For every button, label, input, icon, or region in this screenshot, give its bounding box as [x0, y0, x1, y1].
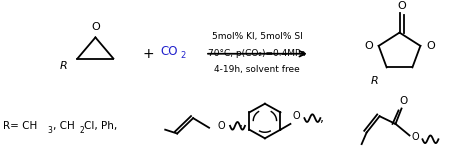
- Text: R: R: [371, 76, 379, 86]
- Text: O: O: [217, 121, 225, 131]
- Text: , CH: , CH: [53, 121, 74, 131]
- Text: 70°C, p(CO₂)=0.4MPa: 70°C, p(CO₂)=0.4MPa: [208, 49, 306, 58]
- Text: O: O: [400, 96, 408, 106]
- Text: R: R: [60, 61, 67, 71]
- Text: 2: 2: [180, 51, 185, 60]
- Text: CO: CO: [160, 45, 178, 58]
- Text: O: O: [411, 132, 419, 142]
- Text: O: O: [365, 41, 373, 51]
- Text: 3: 3: [47, 126, 53, 135]
- Text: +: +: [143, 47, 154, 61]
- Text: O: O: [397, 1, 406, 11]
- Text: 2: 2: [80, 126, 84, 135]
- Text: Cl, Ph,: Cl, Ph,: [84, 121, 118, 131]
- Text: O: O: [426, 41, 435, 51]
- Text: O: O: [91, 22, 100, 32]
- Text: R= CH: R= CH: [3, 121, 37, 131]
- Text: 5mol% KI, 5mol% SI: 5mol% KI, 5mol% SI: [211, 32, 302, 41]
- Text: 4-19h, solvent free: 4-19h, solvent free: [214, 65, 300, 74]
- Text: O: O: [292, 111, 300, 121]
- Text: ,: ,: [239, 117, 243, 130]
- Text: ,: ,: [320, 112, 324, 125]
